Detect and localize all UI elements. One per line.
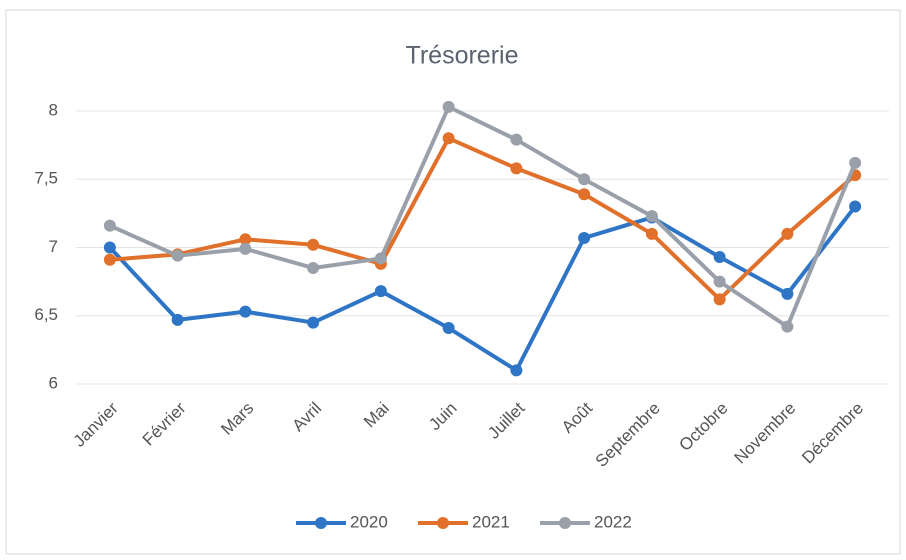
point — [103, 253, 116, 266]
point — [578, 231, 591, 244]
chart-title: Trésorerie — [406, 42, 519, 70]
point — [239, 242, 252, 255]
series-line — [109, 104, 857, 329]
point — [307, 316, 320, 329]
legend-marker — [315, 517, 327, 529]
point — [713, 275, 726, 288]
point — [849, 156, 862, 169]
point — [239, 305, 252, 318]
point — [307, 238, 320, 251]
legend-label: 2021 — [472, 512, 510, 531]
point — [510, 133, 523, 146]
legend-marker — [559, 517, 571, 529]
point — [442, 132, 455, 145]
point — [645, 227, 658, 240]
series-line — [108, 205, 857, 373]
point — [171, 249, 184, 262]
point — [510, 364, 523, 377]
point — [849, 200, 862, 213]
point — [578, 188, 591, 201]
chart-frame — [5, 9, 901, 555]
point — [374, 285, 387, 298]
point — [239, 233, 252, 246]
point — [103, 219, 116, 232]
legend-marker — [437, 517, 449, 529]
point — [781, 287, 794, 300]
legend-label: 2020 — [350, 512, 388, 531]
point — [645, 210, 658, 223]
point — [781, 320, 794, 333]
y-tick-label: 7,5 — [34, 169, 58, 188]
point — [374, 252, 387, 265]
point — [171, 313, 184, 326]
point — [578, 173, 591, 186]
y-tick-label: 6 — [49, 373, 58, 392]
point — [307, 261, 320, 274]
y-tick-label: 7 — [49, 237, 58, 256]
point — [103, 241, 116, 254]
point — [442, 322, 455, 335]
y-tick-label: 6,5 — [34, 305, 58, 324]
point — [713, 251, 726, 264]
point — [781, 227, 794, 240]
point — [442, 100, 455, 113]
point — [510, 162, 523, 175]
y-tick-label: 8 — [49, 100, 58, 119]
point — [713, 293, 726, 306]
legend-label: 2022 — [594, 512, 632, 531]
